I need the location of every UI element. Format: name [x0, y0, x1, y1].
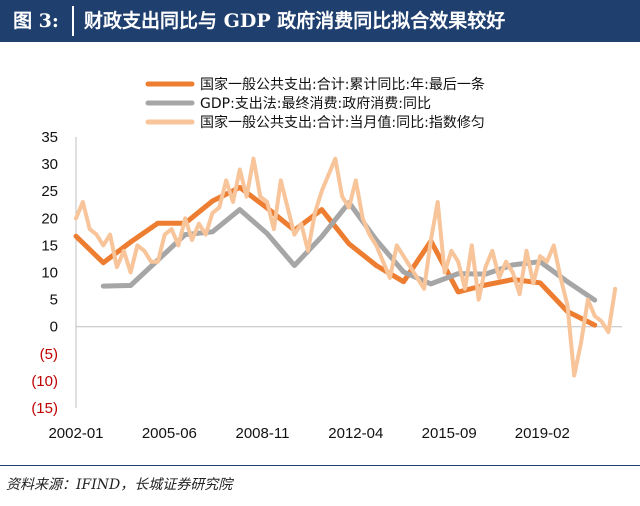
legend-label: 国家一般公共支出:合计:累计同比:年:最后一条 [200, 76, 485, 93]
y-tick-label: 25 [41, 183, 58, 200]
y-tick-label: 20 [41, 210, 58, 227]
source-note: 资料来源：IFIND，长城证券研究院 [6, 477, 233, 493]
line-chart: 国家一般公共支出:合计:累计同比:年:最后一条 GDP:支出法:最终消费:政府消费… [31, 76, 622, 442]
legend-label: 国家一般公共支出:合计:当月值:同比:指数修匀 [200, 114, 485, 131]
y-tick-label: 30 [41, 156, 58, 173]
x-tick-label: 2015-09 [422, 425, 477, 442]
y-tick-label: 0 [50, 319, 58, 336]
plot-area: 35 30 25 20 15 10 5 0 (5) (10) (15) 2002-01 2005-06 2… [31, 129, 622, 442]
y-tick-label: 35 [41, 129, 58, 146]
series-line-3 [74, 156, 618, 378]
series-line-1 [73, 184, 598, 328]
x-tick-label: 2012-04 [328, 425, 383, 442]
y-tick-label: (5) [40, 346, 58, 363]
figure-label: 图 3: [0, 0, 72, 42]
title-bar [0, 0, 640, 42]
y-tick-label: 10 [41, 265, 58, 282]
x-tick-label: 2008-11 [235, 425, 289, 442]
y-tick-label: 5 [50, 292, 58, 309]
y-tick-label: 15 [41, 237, 58, 254]
x-tick-label: 2019-02 [515, 425, 570, 442]
chart-title: 财政支出同比与 GDP 政府消费同比拟合效果较好 [84, 10, 506, 32]
x-tick-label: 2002-01 [48, 425, 103, 442]
bottom-rule [0, 465, 640, 466]
title-separator [72, 6, 74, 36]
y-tick-label: (15) [31, 400, 58, 417]
legend: 国家一般公共支出:合计:累计同比:年:最后一条 GDP:支出法:最终消费:政府消费… [145, 76, 485, 131]
x-tick-label: 2005-06 [142, 425, 197, 442]
y-tick-label: (10) [31, 373, 58, 390]
legend-label: GDP:支出法:最终消费:政府消费:同比 [200, 96, 431, 112]
